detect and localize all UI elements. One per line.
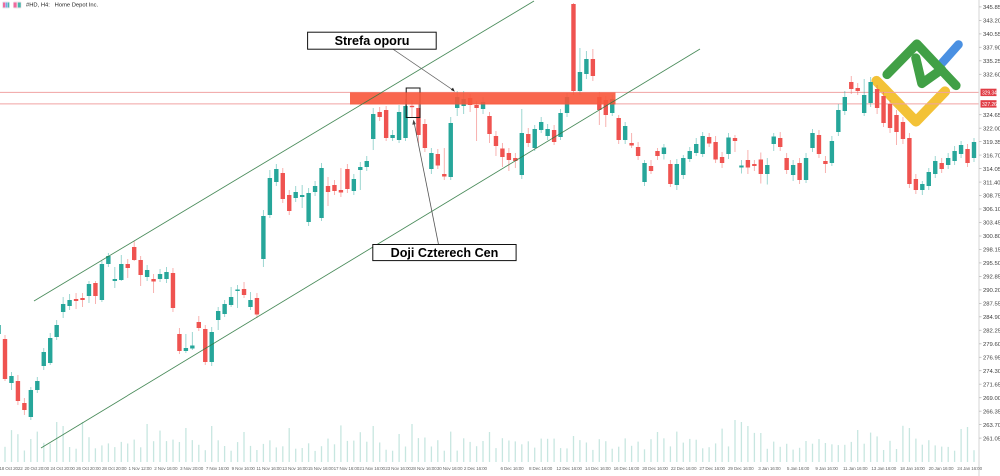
svg-text:18 Jan 16:00: 18 Jan 16:00	[900, 466, 925, 471]
svg-text:28 Oct 20:00: 28 Oct 20:00	[102, 466, 127, 471]
svg-text:292.85: 292.85	[983, 275, 1000, 281]
svg-text:#HD, H4: Home Depot Inc.: #HD, H4: Home Depot Inc.	[26, 3, 99, 9]
svg-text:314.05: 314.05	[983, 167, 1000, 173]
svg-text:14 Dec 16:00: 14 Dec 16:00	[585, 466, 611, 471]
svg-text:266.35: 266.35	[983, 409, 1000, 415]
svg-text:1 Nov 12:00: 1 Nov 12:00	[128, 466, 152, 471]
svg-text:295.50: 295.50	[983, 261, 1000, 267]
svg-text:287.55: 287.55	[983, 302, 1000, 308]
svg-text:9 Jan 16:00: 9 Jan 16:00	[815, 466, 838, 471]
svg-text:11 Jan 16:00: 11 Jan 16:00	[843, 466, 868, 471]
svg-text:2 Dec 16:00: 2 Dec 16:00	[464, 466, 488, 471]
svg-text:261.05: 261.05	[983, 436, 1000, 442]
svg-text:13 Jan 16:00: 13 Jan 16:00	[871, 466, 896, 471]
svg-text:329.34: 329.34	[982, 91, 997, 97]
svg-text:2 Nov 16:00: 2 Nov 16:00	[154, 466, 178, 471]
svg-text:308.75: 308.75	[983, 194, 1000, 200]
svg-text:298.15: 298.15	[983, 248, 1000, 254]
svg-text:322.00: 322.00	[983, 126, 1000, 132]
svg-text:20 Jan 16:00: 20 Jan 16:00	[929, 466, 954, 471]
svg-text:303.45: 303.45	[983, 221, 1000, 227]
svg-text:263.70: 263.70	[983, 423, 1000, 429]
svg-text:13 Nov 16:00: 13 Nov 16:00	[282, 466, 308, 471]
svg-text:282.25: 282.25	[983, 329, 1000, 335]
svg-text:274.30: 274.30	[983, 369, 1000, 375]
svg-text:23 Nov 16:00: 23 Nov 16:00	[385, 466, 411, 471]
svg-text:17 Nov 16:00: 17 Nov 16:00	[334, 466, 360, 471]
svg-text:9 Nov 16:00: 9 Nov 16:00	[232, 466, 256, 471]
svg-text:316.70: 316.70	[983, 153, 1000, 159]
svg-text:343.20: 343.20	[983, 19, 1000, 25]
svg-text:24 Oct 20:00: 24 Oct 20:00	[50, 466, 75, 471]
svg-text:340.55: 340.55	[983, 32, 1000, 38]
svg-text:5 Jan 16:00: 5 Jan 16:00	[787, 466, 810, 471]
svg-text:22 Dec 16:00: 22 Dec 16:00	[671, 466, 697, 471]
svg-text:290.20: 290.20	[983, 288, 1000, 294]
svg-text:271.65: 271.65	[983, 382, 1000, 388]
svg-text:30 Nov 16:00: 30 Nov 16:00	[437, 466, 463, 471]
svg-text:3 Jan 16:00: 3 Jan 16:00	[758, 466, 781, 471]
svg-text:8 Dec 16:00: 8 Dec 16:00	[529, 466, 553, 471]
svg-text:26 Oct 20:00: 26 Oct 20:00	[76, 466, 101, 471]
svg-text:276.95: 276.95	[983, 356, 1000, 362]
svg-text:332.60: 332.60	[983, 73, 1000, 79]
svg-text:269.00: 269.00	[983, 396, 1000, 402]
svg-text:345.85: 345.85	[983, 5, 1000, 11]
svg-text:20 Oct 20:00: 20 Oct 20:00	[25, 466, 50, 471]
svg-text:11 Nov 16:00: 11 Nov 16:00	[256, 466, 282, 471]
svg-text:12 Dec 16:00: 12 Dec 16:00	[556, 466, 582, 471]
svg-text:300.80: 300.80	[983, 234, 1000, 240]
svg-text:28 Nov 16:00: 28 Nov 16:00	[411, 466, 437, 471]
svg-text:24 Jan 16:00: 24 Jan 16:00	[957, 466, 982, 471]
svg-text:20 Dec 16:00: 20 Dec 16:00	[642, 466, 668, 471]
svg-text:311.40: 311.40	[983, 180, 1000, 186]
svg-text:Strefa oporu: Strefa oporu	[335, 34, 410, 48]
svg-text:18 Oct 2022: 18 Oct 2022	[0, 466, 23, 471]
svg-text:279.60: 279.60	[983, 342, 1000, 348]
svg-text:324.65: 324.65	[983, 113, 1000, 119]
svg-text:29 Dec 16:00: 29 Dec 16:00	[728, 466, 754, 471]
svg-text:15 Nov 16:00: 15 Nov 16:00	[308, 466, 334, 471]
svg-text:284.90: 284.90	[983, 315, 1000, 321]
svg-text:327.26: 327.26	[982, 102, 997, 108]
svg-text:337.90: 337.90	[983, 46, 1000, 52]
svg-text:335.25: 335.25	[983, 59, 1000, 65]
svg-text:3 Nov 20:00: 3 Nov 20:00	[180, 466, 204, 471]
svg-text:6 Dec 16:00: 6 Dec 16:00	[500, 466, 524, 471]
svg-text:Doji Czterech Cen: Doji Czterech Cen	[391, 246, 499, 260]
svg-text:16 Dec 16:00: 16 Dec 16:00	[614, 466, 640, 471]
svg-text:7 Nov 16:00: 7 Nov 16:00	[206, 466, 230, 471]
svg-text:21 Nov 16:00: 21 Nov 16:00	[359, 466, 385, 471]
svg-text:319.35: 319.35	[983, 140, 1000, 146]
svg-text:306.10: 306.10	[983, 207, 1000, 213]
svg-text:27 Dec 16:00: 27 Dec 16:00	[699, 466, 725, 471]
